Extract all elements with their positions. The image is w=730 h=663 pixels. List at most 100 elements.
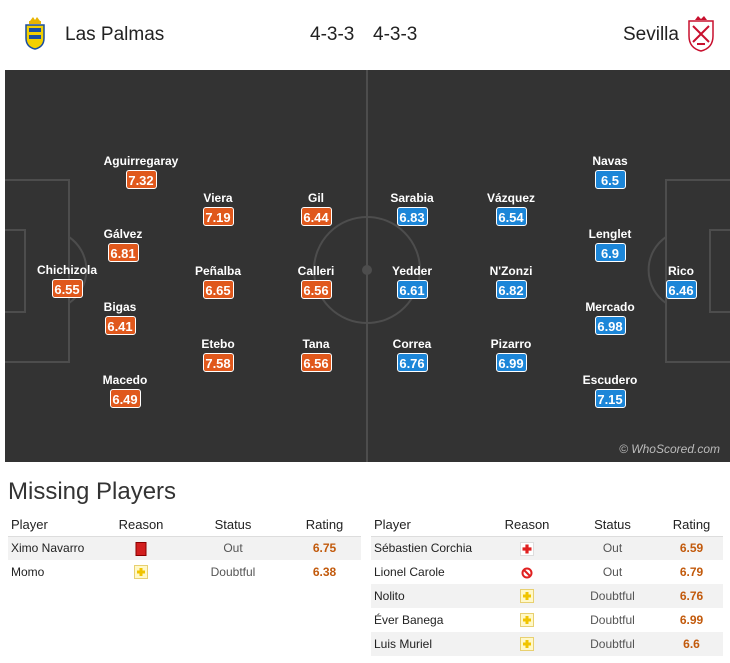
whoscored-watermark: © WhoScored.com: [619, 442, 720, 456]
home-player-gk[interactable]: Chichizola 6.55: [22, 263, 112, 299]
missing-player-name[interactable]: Luis Muriel: [371, 632, 489, 656]
player-rating: 6.82: [495, 280, 527, 299]
table-row: Momo Doubtful 6.38: [8, 560, 361, 584]
doubtful-icon: [520, 613, 534, 628]
player-rating: 6.99: [495, 353, 527, 372]
missing-player-name[interactable]: Lionel Carole: [374, 565, 445, 579]
col-status[interactable]: Status: [178, 514, 288, 537]
home-formation: 4-3-3: [310, 24, 355, 45]
player-name: Chichizola: [36, 263, 97, 277]
match-header: Las Palmas 4-3-3 4-3-3 Sevilla: [0, 0, 730, 70]
away-player-rcm[interactable]: Pizarro 6.99: [466, 337, 556, 373]
home-player-lcb[interactable]: Bigas 6.41: [75, 300, 165, 336]
player-name: Lenglet: [588, 227, 632, 241]
away-player-st[interactable]: Yedder 6.61: [367, 264, 457, 300]
player-name: Bigas: [103, 300, 137, 314]
las-palmas-crest-icon[interactable]: [24, 16, 46, 50]
player-name: Escudero: [582, 373, 638, 387]
home-player-lcm[interactable]: Etebo 7.58: [173, 337, 263, 373]
missing-rating: 6.99: [679, 613, 704, 627]
player-rating: 6.5: [594, 170, 626, 189]
away-player-lb[interactable]: Navas 6.5: [565, 154, 655, 190]
missing-status: Out: [178, 536, 288, 560]
col-player[interactable]: Player: [371, 514, 489, 537]
missing-status: Doubtful: [590, 613, 635, 627]
col-reason[interactable]: Reason: [489, 514, 565, 537]
missing-player-name[interactable]: Sébastien Corchia: [371, 536, 489, 560]
col-status[interactable]: Status: [565, 514, 660, 537]
table-row: Luis Muriel Doubtful 6.6: [371, 632, 723, 656]
away-player-lcb[interactable]: Lenglet 6.9: [565, 227, 655, 263]
col-player[interactable]: Player: [8, 514, 104, 537]
player-name: Aguirregaray: [103, 154, 179, 168]
injury-icon: [520, 541, 534, 556]
away-player-rb[interactable]: Escudero 7.15: [565, 373, 655, 409]
away-player-rw[interactable]: Correa 6.76: [367, 337, 457, 373]
player-rating: 6.56: [300, 353, 332, 372]
player-name: Sarabia: [390, 191, 434, 205]
player-rating: 6.76: [396, 353, 428, 372]
missing-status: Doubtful: [210, 565, 256, 579]
missing-status: Doubtful: [565, 632, 660, 656]
table-row: Éver Banega Doubtful 6.99: [371, 608, 723, 632]
missing-rating: 6.75: [288, 536, 361, 560]
away-player-lcm[interactable]: Vázquez 6.54: [466, 191, 556, 227]
missing-rating: 6.6: [660, 632, 723, 656]
home-player-lw[interactable]: Tana 6.56: [271, 337, 361, 373]
doubtful-icon: [520, 589, 534, 604]
missing-rating: 6.76: [660, 584, 723, 608]
home-player-rcb[interactable]: Gálvez 6.81: [78, 227, 168, 263]
player-rating: 6.98: [594, 316, 626, 335]
player-rating: 6.65: [202, 280, 234, 299]
player-name: Rico: [667, 264, 694, 278]
player-name: Pizarro: [490, 337, 532, 351]
col-rating[interactable]: Rating: [660, 514, 723, 537]
col-reason[interactable]: Reason: [104, 514, 178, 537]
player-name: Yedder: [391, 264, 433, 278]
home-player-lb[interactable]: Macedo 6.49: [80, 373, 170, 409]
player-rating: 6.44: [300, 207, 332, 226]
player-rating: 6.56: [300, 280, 332, 299]
missing-player-name[interactable]: Éver Banega: [374, 613, 444, 627]
away-player-gk[interactable]: Rico 6.46: [636, 264, 726, 300]
missing-rating: 6.38: [312, 565, 337, 579]
player-rating: 6.83: [396, 207, 428, 226]
player-name: Calleri: [297, 264, 335, 278]
home-team-name[interactable]: Las Palmas: [65, 24, 165, 45]
missing-status: Out: [565, 536, 660, 560]
missing-status: Out: [602, 565, 623, 579]
player-name: Macedo: [102, 373, 148, 387]
away-team-name[interactable]: Sevilla: [623, 24, 679, 45]
doubtful-icon: [134, 565, 148, 580]
home-player-rb[interactable]: Aguirregaray 7.32: [96, 154, 186, 190]
missing-player-name[interactable]: Nolito: [371, 584, 489, 608]
away-missing-table: Player Reason Status Rating Sébastien Co…: [371, 514, 723, 656]
home-player-cm[interactable]: Peñalba 6.65: [173, 264, 263, 300]
player-name: Gil: [307, 191, 324, 205]
player-rating: 7.15: [594, 389, 626, 408]
player-name: Peñalba: [194, 264, 242, 278]
player-rating: 6.49: [109, 389, 141, 408]
player-name: Tana: [302, 337, 330, 351]
player-rating: 6.81: [107, 243, 139, 262]
missing-player-name[interactable]: Momo: [11, 565, 45, 579]
player-rating: 7.19: [202, 207, 234, 226]
home-player-st[interactable]: Calleri 6.56: [271, 264, 361, 300]
player-name: Mercado: [585, 300, 635, 314]
missing-player-name[interactable]: Ximo Navarro: [8, 536, 104, 560]
table-row: Sébastien Corchia Out 6.59: [371, 536, 723, 560]
missing-status: Doubtful: [565, 584, 660, 608]
player-rating: 6.41: [104, 316, 136, 335]
sevilla-crest-icon[interactable]: [687, 16, 715, 52]
table-row: Ximo Navarro Out 6.75: [8, 536, 361, 560]
col-rating[interactable]: Rating: [288, 514, 361, 537]
away-player-lw[interactable]: Sarabia 6.83: [367, 191, 457, 227]
away-player-rcb[interactable]: Mercado 6.98: [565, 300, 655, 336]
player-name: N'Zonzi: [489, 264, 533, 278]
away-player-cm[interactable]: N'Zonzi 6.82: [466, 264, 556, 300]
away-formation: 4-3-3: [373, 24, 418, 45]
home-player-rw[interactable]: Gil 6.44: [271, 191, 361, 227]
player-rating: 6.46: [665, 280, 697, 299]
player-rating: 7.58: [202, 353, 234, 372]
home-player-rcm[interactable]: Viera 7.19: [173, 191, 263, 227]
